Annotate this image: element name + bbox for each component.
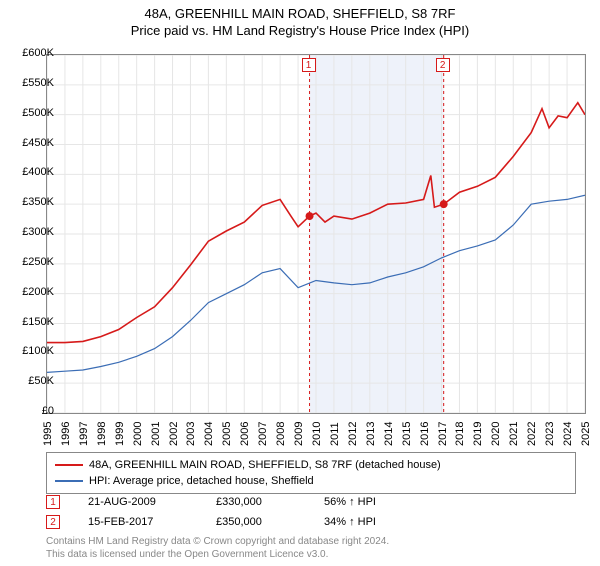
x-tick-label: 2020 [490,422,502,446]
transaction-date: 15-FEB-2017 [88,516,188,528]
transactions-table: 1 21-AUG-2009 £330,000 56% ↑ HPI 2 15-FE… [46,492,376,532]
y-tick-label: £150K [10,316,54,328]
chart-subtitle: Price paid vs. HM Land Registry's House … [0,23,600,38]
legend-label: 48A, GREENHILL MAIN ROAD, SHEFFIELD, S8 … [89,459,441,471]
transaction-hpi: 34% ↑ HPI [324,516,376,528]
y-tick-label: £450K [10,137,54,149]
transaction-marker: 1 [46,495,60,509]
x-tick-label: 1996 [60,422,72,446]
y-tick-label: £400K [10,166,54,178]
y-tick-label: £200K [10,286,54,298]
y-tick-label: £0 [10,405,54,417]
x-tick-label: 2005 [221,422,233,446]
transaction-row: 1 21-AUG-2009 £330,000 56% ↑ HPI [46,492,376,512]
legend: 48A, GREENHILL MAIN ROAD, SHEFFIELD, S8 … [46,452,576,494]
x-tick-label: 2011 [329,422,341,446]
transaction-price: £330,000 [216,496,296,508]
transaction-callout: 2 [436,58,450,72]
y-tick-label: £50K [10,375,54,387]
x-tick-label: 2003 [185,422,197,446]
x-tick-label: 2024 [562,422,574,446]
x-tick-label: 2007 [257,422,269,446]
x-tick-label: 2014 [383,422,395,446]
transaction-callout: 1 [302,58,316,72]
attribution: Contains HM Land Registry data © Crown c… [46,536,389,561]
x-tick-label: 2017 [437,422,449,446]
x-tick-label: 2008 [275,422,287,446]
legend-item: 48A, GREENHILL MAIN ROAD, SHEFFIELD, S8 … [55,457,567,473]
x-tick-label: 2002 [168,422,180,446]
legend-label: HPI: Average price, detached house, Shef… [89,475,314,487]
attribution-line: This data is licensed under the Open Gov… [46,549,389,562]
x-tick-label: 2001 [150,422,162,446]
y-tick-label: £250K [10,256,54,268]
x-tick-label: 2015 [401,422,413,446]
y-tick-label: £300K [10,226,54,238]
chart-title: 48A, GREENHILL MAIN ROAD, SHEFFIELD, S8 … [0,6,600,21]
transaction-date: 21-AUG-2009 [88,496,188,508]
x-tick-label: 2009 [293,422,305,446]
x-tick-label: 1999 [114,422,126,446]
x-tick-label: 2012 [347,422,359,446]
x-tick-label: 2000 [132,422,144,446]
y-tick-label: £550K [10,77,54,89]
y-tick-label: £100K [10,345,54,357]
x-tick-label: 1998 [96,422,108,446]
y-tick-label: £500K [10,107,54,119]
x-tick-label: 2021 [508,422,520,446]
x-tick-label: 2019 [472,422,484,446]
legend-swatch [55,464,83,466]
x-tick-label: 1995 [42,422,54,446]
plot-area [46,54,586,414]
x-tick-label: 2010 [311,422,323,446]
x-tick-label: 1997 [78,422,90,446]
legend-swatch [55,480,83,482]
x-tick-label: 2006 [239,422,251,446]
x-tick-label: 2018 [454,422,466,446]
chart-svg [47,55,585,413]
transaction-marker: 2 [46,515,60,529]
transaction-row: 2 15-FEB-2017 £350,000 34% ↑ HPI [46,512,376,532]
x-tick-label: 2022 [526,422,538,446]
legend-item: HPI: Average price, detached house, Shef… [55,473,567,489]
x-tick-label: 2013 [365,422,377,446]
x-tick-label: 2016 [419,422,431,446]
x-tick-label: 2023 [544,422,556,446]
transaction-price: £350,000 [216,516,296,528]
x-tick-label: 2004 [203,422,215,446]
transaction-hpi: 56% ↑ HPI [324,496,376,508]
attribution-line: Contains HM Land Registry data © Crown c… [46,536,389,549]
y-tick-label: £350K [10,196,54,208]
x-tick-label: 2025 [580,422,592,446]
y-tick-label: £600K [10,47,54,59]
